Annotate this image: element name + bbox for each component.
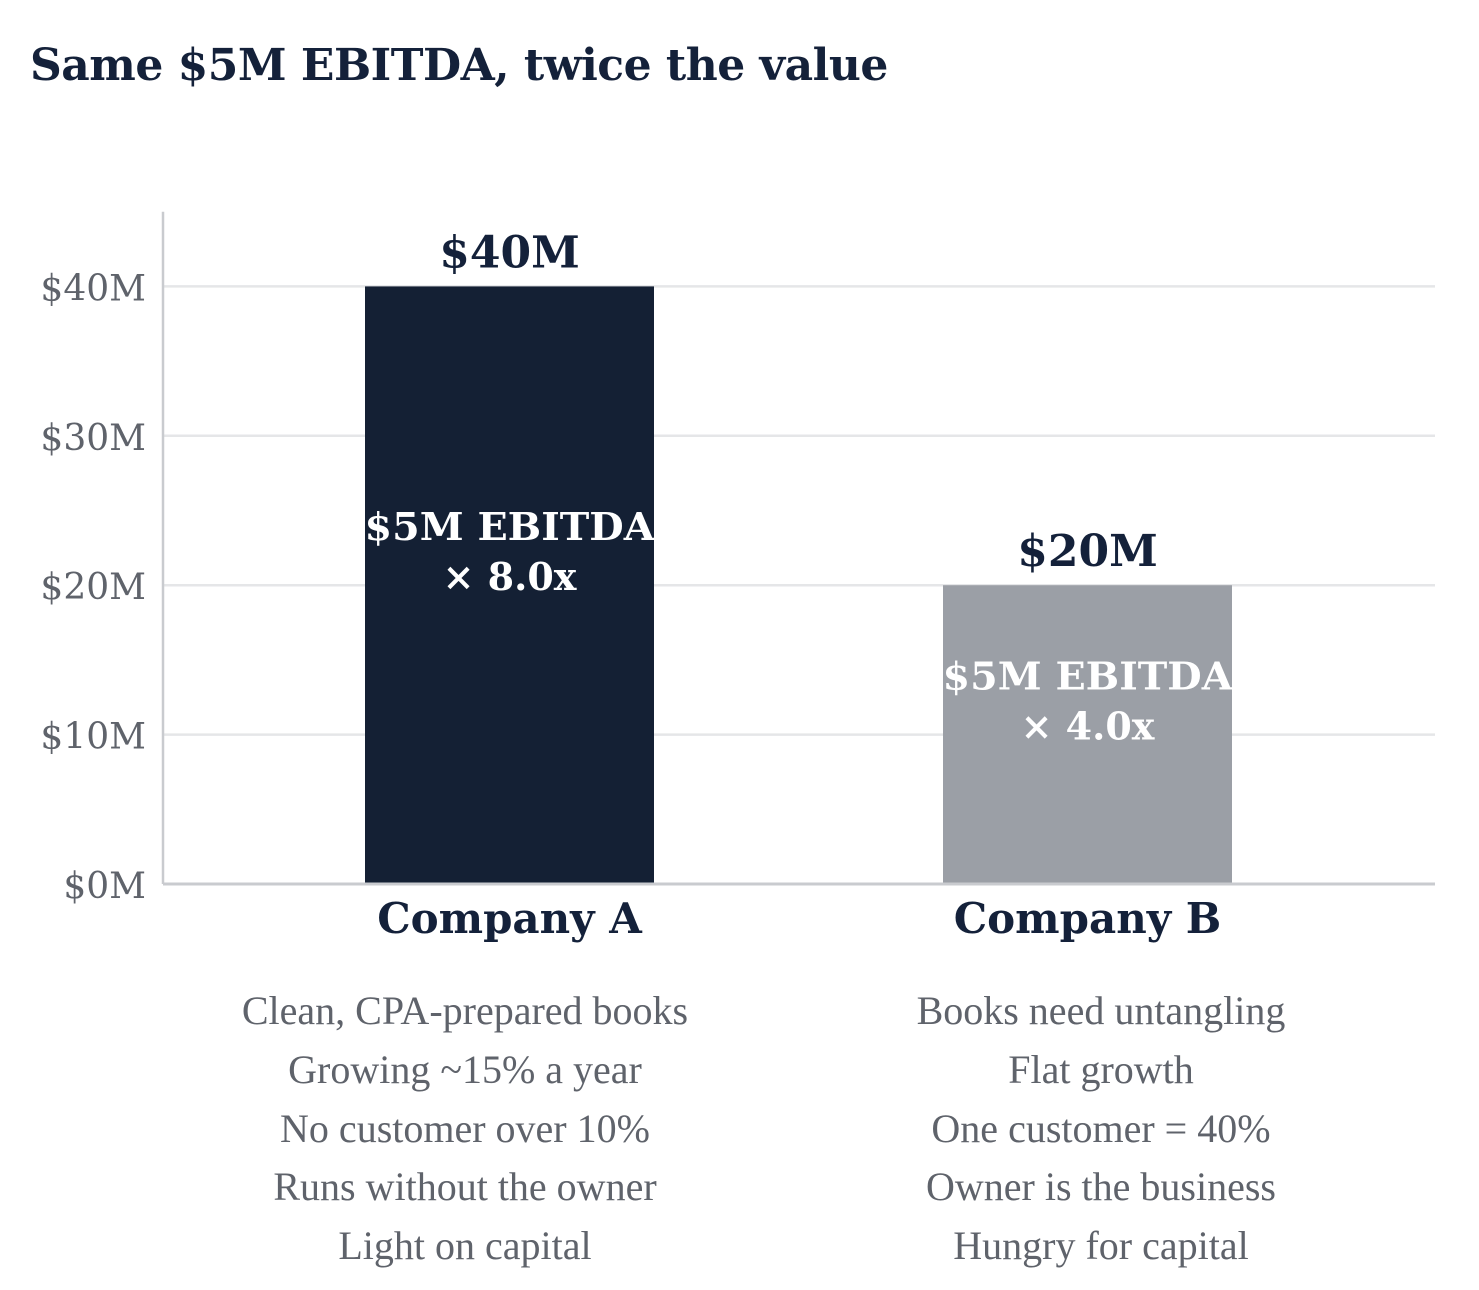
company-a-note: Clean, CPA-prepared books [241,988,689,1033]
company-a-note: Light on capital [338,1223,592,1269]
y-tick-label: $40M [40,268,146,309]
company-b-notes: Books need untangling Flat growth One cu… [821,982,1381,1276]
company-a-note: No customer over 10% [280,1105,650,1151]
bar-chart: $0M $10M $20M $30M $40M $40M $5M EBITDA × 8.0x C… [40,211,1435,943]
y-tick-label: $0M [63,866,146,907]
x-category-label: Company B [954,894,1222,943]
x-category-label: Company A [377,894,643,943]
y-tick-label: $20M [40,567,146,608]
company-b-note: Flat growth [1008,1046,1194,1092]
bar-inner-label: $5M EBITDA [943,654,1234,699]
bar [365,286,654,884]
company-b-note: One customer = 40% [931,1105,1271,1151]
company-a-note: Runs without the owner [273,1164,657,1210]
company-a-note: Growing ~15% a year [288,1046,642,1092]
bar [943,585,1232,884]
bar-inner-label: × 4.0x [1021,704,1155,749]
company-a-notes: Clean, CPA-prepared books Growing ~15% a… [185,982,745,1276]
bar-value-label: $20M [1017,526,1158,577]
y-tick-label: $10M [40,717,146,758]
company-b-note: Owner is the business [926,1164,1276,1210]
chart-title: Same $5M EBITDA, twice the value [30,40,888,91]
y-tick-label: $30M [40,418,146,459]
bar-inner-label: $5M EBITDA [365,504,656,549]
company-b-note: Books need untangling [916,988,1286,1033]
company-b-note: Hungry for capital [953,1223,1249,1269]
bar-value-label: $40M [439,227,580,278]
bar-inner-label: × 8.0x [443,554,577,599]
